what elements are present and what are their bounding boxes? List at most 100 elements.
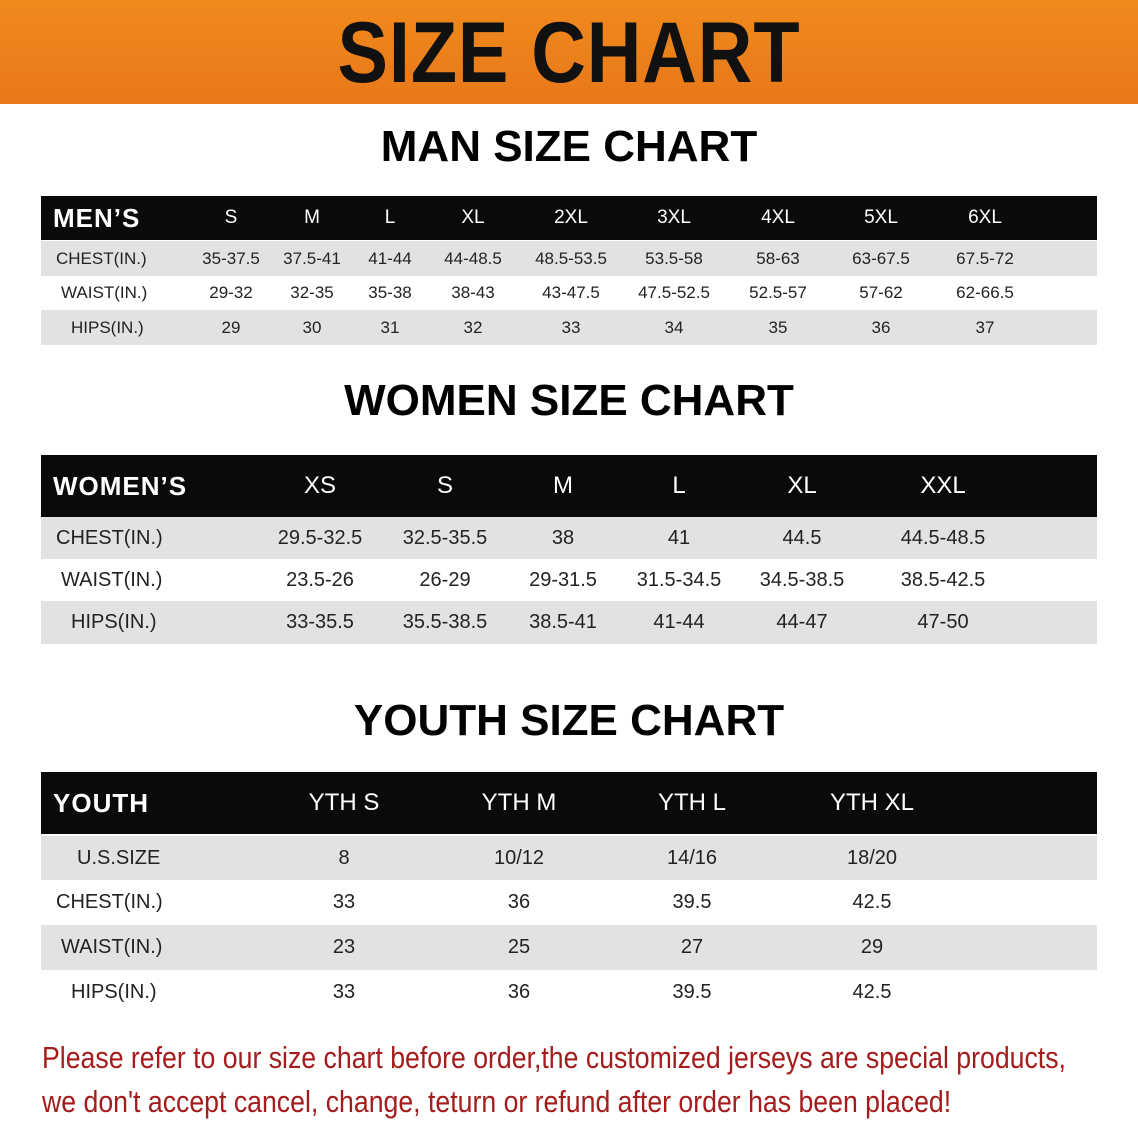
table-cell: 23.5-26 xyxy=(286,568,354,591)
size-header-cell: YTH S xyxy=(308,789,380,816)
table-cell: 37 xyxy=(975,317,995,337)
table-cell: 44.5 xyxy=(782,526,822,549)
row-label: HIPS(IN.) xyxy=(71,611,157,633)
table-cell: 29 xyxy=(860,936,884,958)
table-cell: 62-66.5 xyxy=(956,283,1014,302)
table-cell: 34 xyxy=(664,317,684,337)
table-cell: 38 xyxy=(551,526,575,549)
table-cell: 58-63 xyxy=(756,248,800,268)
row-label: CHEST(IN.) xyxy=(56,891,163,913)
size-header-cell: XXL xyxy=(920,472,966,499)
youth-header-row: YOUTH YTH S YTH M YTH L YTH XL xyxy=(41,772,1097,834)
row-label: WAIST(IN.) xyxy=(61,283,148,302)
header-banner: SIZE CHART xyxy=(0,0,1138,104)
size-header-cell: L xyxy=(384,207,396,228)
table-row: U.S.SIZE 8 10/12 14/16 18/20 xyxy=(41,836,1097,880)
size-header-cell: M xyxy=(304,207,320,228)
table-cell: 14/16 xyxy=(666,846,718,869)
table-cell: 35.5-38.5 xyxy=(402,611,488,633)
table-cell: 53.5-58 xyxy=(645,248,703,268)
table-cell: 38.5-41 xyxy=(529,611,597,633)
size-header-cell: YTH L xyxy=(657,789,727,816)
table-cell: 63-67.5 xyxy=(852,248,910,268)
table-cell: 35-37.5 xyxy=(202,248,260,268)
table-cell: 32.5-35.5 xyxy=(402,526,488,549)
men-size-table: MEN’S S M L XL 2XL 3XL 4XL 5XL 6XL CHEST(IN.) 35-37… xyxy=(41,196,1097,345)
size-header-cell: YTH M xyxy=(481,789,557,816)
table-cell: 29-32 xyxy=(209,283,253,302)
table-cell: 36 xyxy=(871,317,891,337)
table-cell: 30 xyxy=(302,317,322,337)
row-label: HIPS(IN.) xyxy=(71,317,144,337)
youth-header-label: YOUTH xyxy=(53,787,149,818)
table-cell: 32-35 xyxy=(290,283,334,302)
table-cell: 33 xyxy=(332,891,356,913)
page-title: SIZE CHART xyxy=(337,5,801,101)
notice-line-1: Please refer to our size chart before or… xyxy=(42,1040,1066,1075)
table-row: CHEST(IN.) 35-37.5 37.5-41 41-44 44-48.5 48.5… xyxy=(41,241,1097,276)
size-header-cell: S xyxy=(224,207,238,228)
table-cell: 38.5-42.5 xyxy=(900,568,986,591)
table-row: WAIST(IN.) 23.5-26 26-29 29-31.5 31.5-34.5 34… xyxy=(41,559,1097,601)
table-cell: 29.5-32.5 xyxy=(277,526,363,549)
size-header-cell: L xyxy=(672,472,686,499)
size-header-cell: 5XL xyxy=(864,207,898,228)
women-header-label: WOMEN’S xyxy=(53,470,188,501)
table-cell: 34.5-38.5 xyxy=(759,568,845,591)
table-cell: 41 xyxy=(667,526,691,549)
row-label: CHEST(IN.) xyxy=(56,526,163,549)
table-cell: 67.5-72 xyxy=(956,248,1014,268)
table-cell: 43-47.5 xyxy=(542,283,600,302)
table-cell: 41-44 xyxy=(653,611,705,633)
table-cell: 44-48.5 xyxy=(444,248,502,268)
table-cell: 32 xyxy=(463,317,483,337)
table-row: HIPS(IN.) 33-35.5 35.5-38.5 38.5-41 41-44 44-… xyxy=(41,601,1097,644)
size-header-cell: M xyxy=(553,472,573,499)
size-header-cell: 6XL xyxy=(968,207,1002,228)
table-cell: 8 xyxy=(338,846,350,869)
table-row: WAIST(IN.) 29-32 32-35 35-38 38-43 43-47.5 47.… xyxy=(41,276,1097,310)
men-header-row: MEN’S S M L XL 2XL 3XL 4XL 5XL 6XL xyxy=(41,196,1097,240)
table-cell: 10/12 xyxy=(493,846,545,869)
notice-line-2: we don't accept cancel, change, teturn o… xyxy=(42,1084,952,1119)
table-cell: 36 xyxy=(507,981,531,1003)
size-header-cell: YTH XL xyxy=(829,789,915,816)
table-cell: 37.5-41 xyxy=(283,248,341,268)
table-row: WAIST(IN.) 23 25 27 29 xyxy=(41,925,1097,970)
table-row: CHEST(IN.) 29.5-32.5 32.5-35.5 38 41 44.5 44.5… xyxy=(41,517,1097,559)
men-header-label: MEN’S xyxy=(53,202,141,233)
table-cell: 18/20 xyxy=(846,846,898,869)
women-size-table: WOMEN’S XS S M L XL XXL CHEST(IN.) 29.5-32.5 32.5… xyxy=(41,455,1097,644)
women-section-title: WOMEN SIZE CHART xyxy=(344,376,794,425)
table-cell: 35-38 xyxy=(368,283,412,302)
table-cell: 33-35.5 xyxy=(286,611,354,633)
size-header-cell: 3XL xyxy=(657,207,691,228)
table-cell: 35 xyxy=(768,317,788,337)
table-cell: 42.5 xyxy=(852,891,892,913)
table-row: HIPS(IN.) 33 36 39.5 42.5 xyxy=(41,970,1097,1015)
row-label: HIPS(IN.) xyxy=(71,981,157,1003)
table-cell: 41-44 xyxy=(368,248,412,268)
table-cell: 31 xyxy=(380,317,400,337)
women-header-row: WOMEN’S XS S M L XL XXL xyxy=(41,455,1097,517)
table-cell: 33 xyxy=(332,981,356,1003)
row-label: CHEST(IN.) xyxy=(56,248,147,268)
table-cell: 23 xyxy=(332,936,356,958)
table-cell: 39.5 xyxy=(672,891,712,913)
size-header-cell: S xyxy=(436,472,454,499)
table-cell: 57-62 xyxy=(859,283,903,302)
table-cell: 33 xyxy=(561,317,581,337)
table-cell: 26-29 xyxy=(419,568,471,591)
table-cell: 29-31.5 xyxy=(529,568,597,591)
table-cell: 52.5-57 xyxy=(749,283,807,302)
table-cell: 29 xyxy=(221,317,241,337)
size-header-cell: XS xyxy=(303,472,337,499)
row-label: WAIST(IN.) xyxy=(61,568,163,591)
table-cell: 38-43 xyxy=(451,283,495,302)
youth-section-title: YOUTH SIZE CHART xyxy=(353,696,785,745)
size-header-cell: 4XL xyxy=(761,207,795,228)
youth-size-table: YOUTH YTH S YTH M YTH L YTH XL U.S.SIZE 8 10/12… xyxy=(41,772,1097,1015)
table-cell: 47.5-52.5 xyxy=(638,283,710,302)
table-cell: 48.5-53.5 xyxy=(535,248,607,268)
size-header-cell: 2XL xyxy=(554,207,588,228)
